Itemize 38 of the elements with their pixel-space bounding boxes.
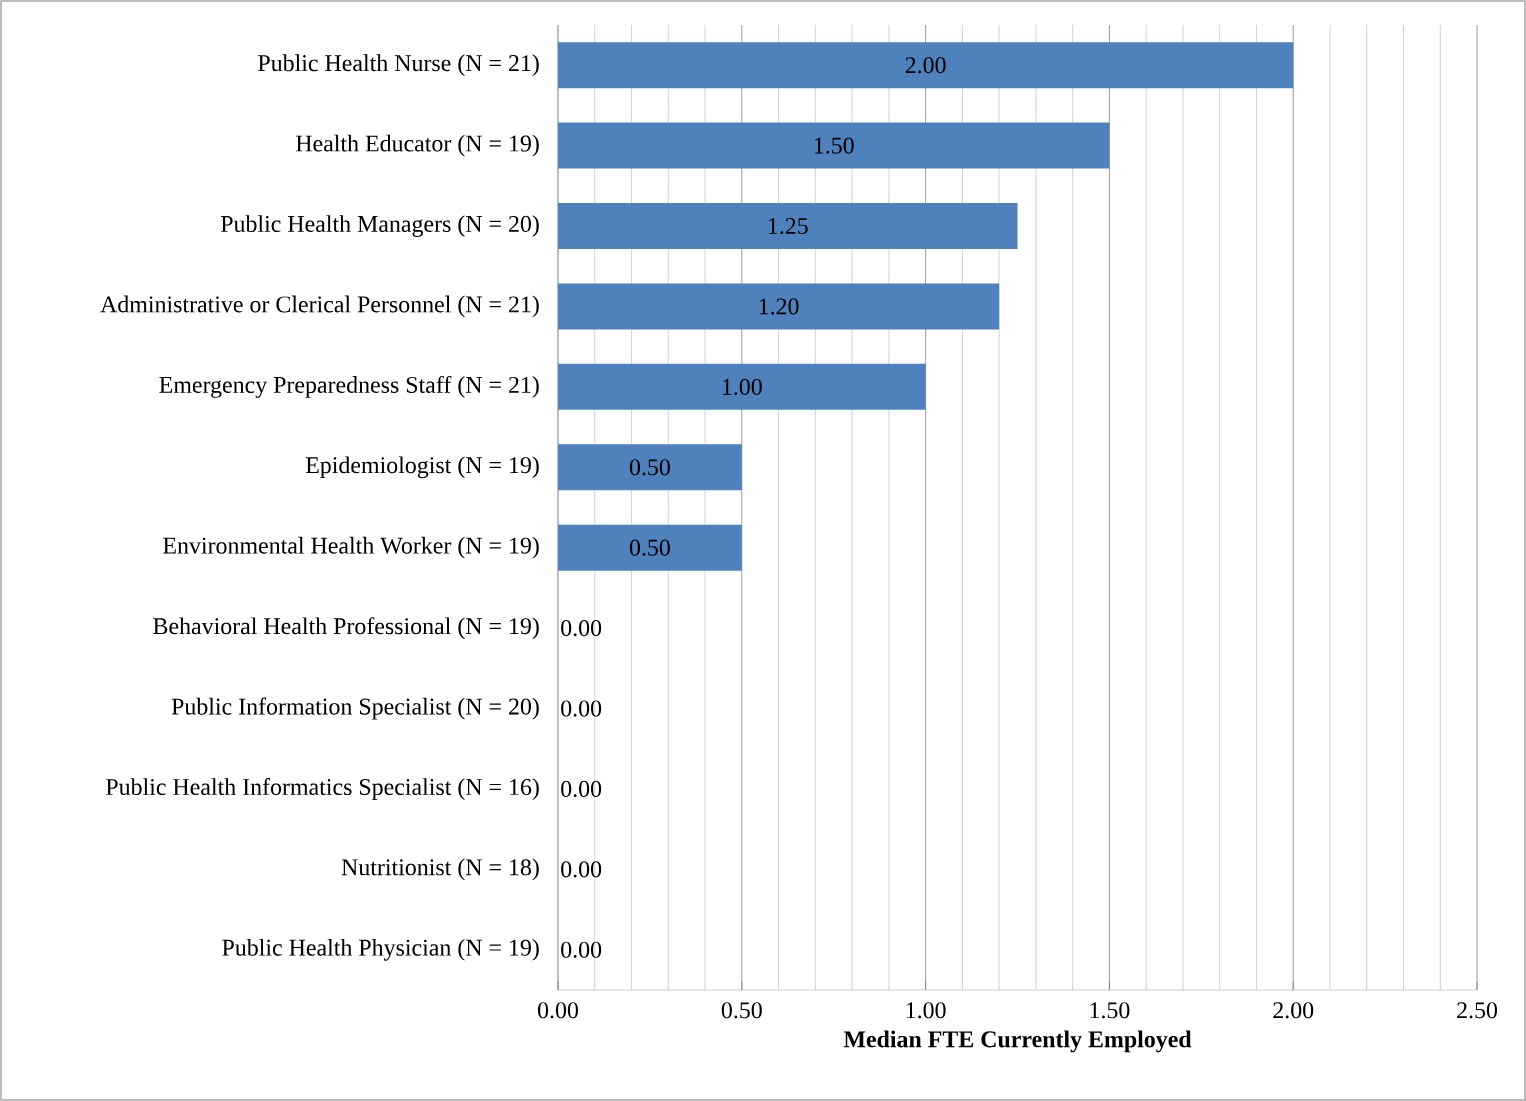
data-label: 2.00 (905, 57, 946, 74)
y-tick-label: Epidemiologist (N = 19) (305, 456, 539, 479)
bar (558, 203, 1018, 250)
bar (558, 444, 742, 491)
y-tick-label: Health Educator (N = 19) (295, 134, 539, 157)
y-tick-label: Public Health Physician (N = 19) (222, 938, 539, 961)
data-label: 1.50 (814, 137, 854, 154)
y-tick-label: Environmental Health Worker (N = 19) (163, 536, 539, 559)
bar (558, 524, 742, 571)
data-label: 0.00 (561, 861, 602, 878)
y-tick-label: Administrative or Clerical Personnel (N = 21) (100, 295, 539, 318)
x-tick-label: 0.50 (721, 1002, 762, 1019)
data-label: 0.00 (561, 620, 602, 637)
y-tick-label: Public Information Specialist (N = 20) (171, 697, 539, 720)
bar (558, 283, 1000, 330)
data-label: 0.00 (561, 780, 602, 798)
data-label: 0.00 (561, 941, 602, 958)
data-label: 1.20 (759, 298, 799, 315)
y-tick-label: Public Health Managers (N = 20) (220, 215, 539, 237)
bar (558, 122, 1110, 169)
y-tick-label: Public Health Informatics Specialist (N = 16) (106, 778, 539, 800)
y-tick-label: Public Health Nurse (N = 21) (258, 54, 539, 77)
data-label: 0.00 (561, 700, 602, 717)
data-label: 0.50 (629, 539, 670, 556)
data-label: 1.25 (768, 217, 808, 235)
x-tick-label: 1.00 (906, 1002, 946, 1019)
data-label: 1.00 (722, 378, 762, 395)
x-tick-label: 2.50 (1457, 1002, 1498, 1019)
x-tick-label: 1.50 (1090, 1002, 1130, 1019)
data-label: 0.50 (629, 459, 670, 476)
bar (558, 42, 1294, 89)
y-tick-label: Nutritionist (N = 18) (341, 858, 539, 881)
x-tick-label: 0.00 (537, 1002, 579, 1019)
y-tick-label: Behavioral Health Professional (N = 19) (153, 617, 539, 640)
bar (558, 363, 926, 410)
y-tick-label: Emergency Preparedness Staff (N = 21) (159, 375, 539, 398)
x-tick-label: 2.00 (1273, 1002, 1314, 1019)
x-axis-title: Median FTE Currently Employed (843, 1030, 1192, 1053)
